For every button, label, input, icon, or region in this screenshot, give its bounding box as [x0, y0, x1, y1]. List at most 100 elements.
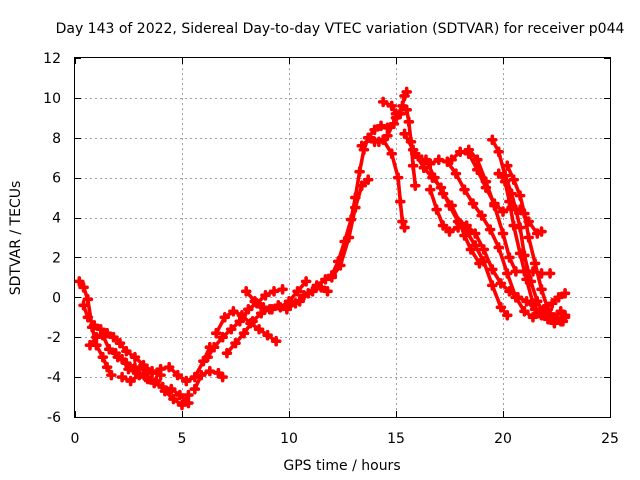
data-point [487, 134, 498, 146]
data-point [159, 385, 171, 397]
series-line [428, 187, 554, 322]
data-point [459, 230, 470, 241]
data-point [260, 290, 271, 301]
data-point [123, 363, 134, 375]
data-point [369, 136, 380, 148]
series-track-14 [369, 134, 410, 233]
data-point [112, 351, 124, 363]
data-point [258, 302, 269, 313]
data-point [198, 355, 209, 367]
data-point [407, 160, 419, 171]
data-point [510, 204, 522, 215]
data-point [409, 148, 421, 160]
data-point [544, 268, 556, 279]
data-point [529, 258, 541, 269]
data-point [452, 222, 464, 233]
data-point [219, 311, 231, 323]
data-point [390, 108, 402, 120]
data-point [392, 172, 404, 183]
series-line [541, 291, 567, 312]
data-point [183, 397, 194, 409]
data-point [163, 361, 175, 373]
data-point [521, 296, 532, 307]
data-point [476, 210, 487, 221]
data-point [555, 305, 567, 317]
data-point [527, 311, 539, 323]
data-point [504, 196, 515, 207]
data-point [189, 371, 201, 383]
data-point [228, 305, 239, 317]
y-tick-label: -6 [47, 410, 61, 426]
data-point [97, 351, 109, 363]
data-point [202, 351, 213, 363]
data-point [195, 369, 207, 381]
data-point [463, 144, 475, 156]
data-point [382, 130, 393, 142]
data-point [155, 363, 166, 375]
data-point [277, 284, 288, 295]
data-point [78, 300, 89, 311]
data-point [106, 369, 117, 381]
series-line [381, 100, 398, 116]
data-point [208, 341, 220, 353]
data-point [504, 286, 515, 297]
data-point [403, 116, 415, 128]
data-point [204, 365, 216, 377]
data-point [82, 294, 94, 305]
data-point [234, 315, 246, 327]
data-point [311, 280, 323, 291]
data-point [461, 220, 472, 231]
data-point [454, 146, 466, 158]
data-point [508, 220, 519, 231]
data-point [536, 226, 547, 237]
data-point [534, 307, 545, 319]
x-tick-label: 0 [71, 431, 80, 447]
x-tick-label: 20 [494, 431, 512, 447]
data-point [320, 274, 331, 285]
y-tick-label: 4 [52, 211, 61, 227]
y-tick-label: 10 [43, 91, 61, 107]
data-point [369, 124, 380, 136]
data-point [129, 361, 141, 373]
data-point [472, 154, 483, 166]
data-point [446, 154, 457, 166]
data-point [375, 120, 387, 132]
data-point [236, 309, 248, 321]
series-track-23 [493, 168, 569, 329]
data-point [249, 296, 261, 307]
y-tick-label: -4 [47, 370, 61, 386]
series-track-25 [538, 288, 571, 315]
data-point [133, 369, 145, 381]
data-point [354, 166, 365, 177]
data-point [508, 174, 519, 185]
series-track-18 [420, 154, 485, 269]
data-point [499, 176, 511, 187]
data-point [362, 174, 374, 185]
data-point [450, 168, 462, 179]
data-point [335, 260, 346, 271]
data-point [478, 244, 490, 255]
data-point [84, 339, 96, 351]
series-track-15 [377, 96, 402, 120]
data-point [283, 296, 295, 307]
data-point [121, 357, 132, 369]
data-point [437, 188, 449, 199]
data-point [240, 286, 252, 297]
data-point [365, 132, 376, 144]
data-point [114, 337, 126, 349]
data-point [183, 389, 194, 401]
data-point [459, 184, 470, 195]
data-point [514, 248, 526, 259]
data-point [189, 383, 201, 395]
data-point [549, 311, 560, 323]
y-tick-label: 6 [52, 171, 61, 187]
series-track-5 [116, 369, 194, 411]
x-tick-label: 5 [178, 431, 187, 447]
data-point [270, 335, 282, 347]
data-point [221, 347, 233, 359]
data-point [292, 286, 303, 297]
data-point [510, 266, 522, 277]
data-point [125, 375, 136, 387]
data-point [247, 315, 258, 327]
data-point [302, 288, 314, 299]
